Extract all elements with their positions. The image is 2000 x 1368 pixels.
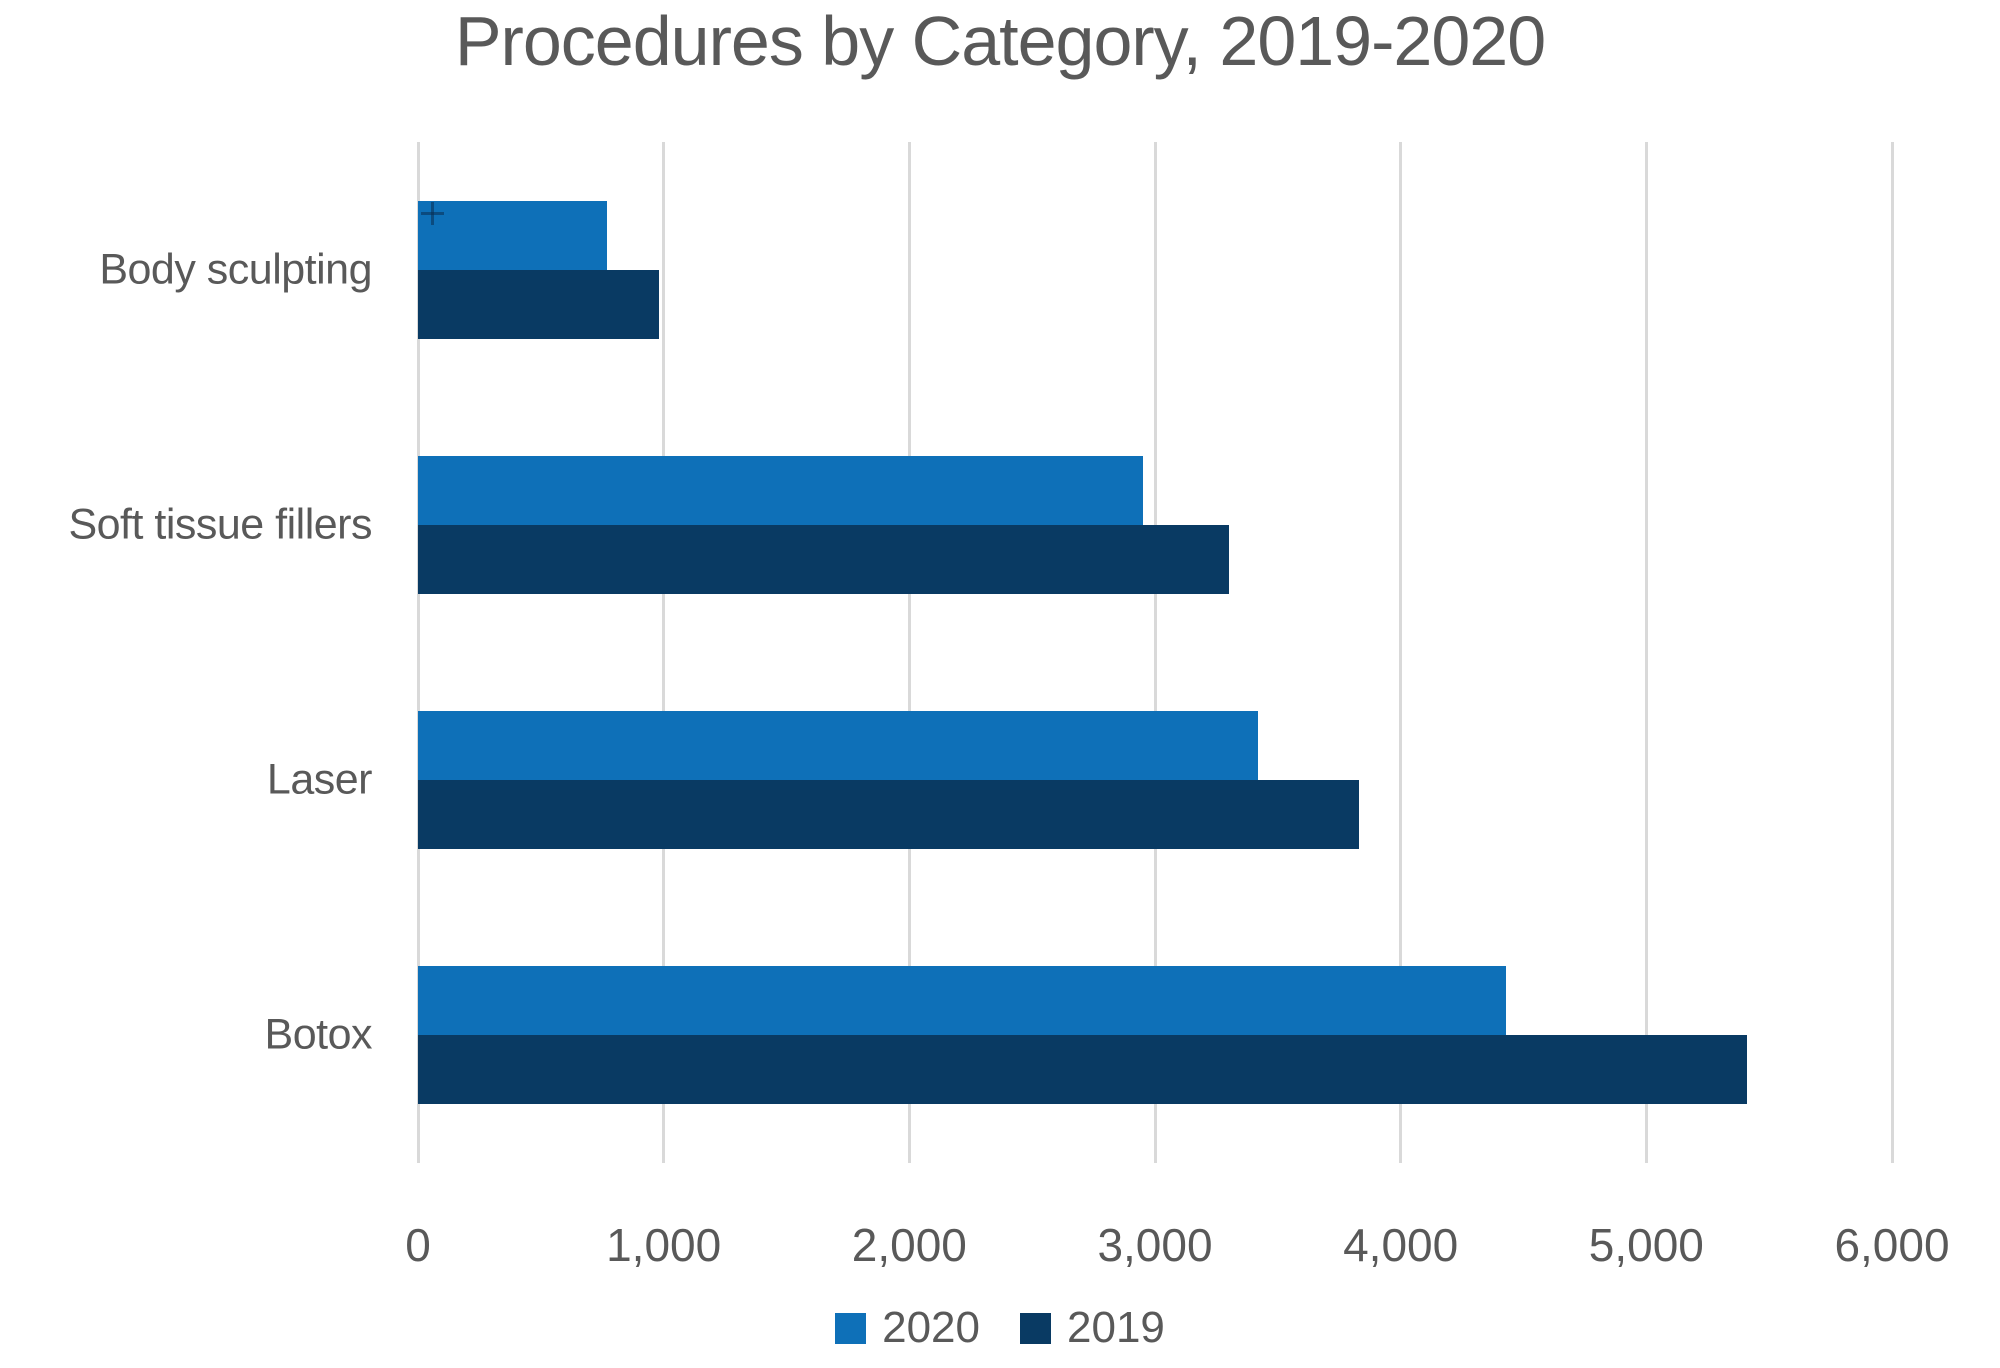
- gridline-6-000: [1890, 142, 1894, 1163]
- legend: 2020 2019: [0, 1302, 2000, 1354]
- bar-2020-soft-tissue-fillers: [418, 455, 1143, 525]
- gridline-4-000: [1399, 142, 1403, 1163]
- gridline-3-000: [1153, 142, 1157, 1163]
- legend-item-2019: 2019: [1020, 1303, 1165, 1353]
- gridline-0: [416, 142, 420, 1163]
- x-tick-label-4-000: 4,000: [1343, 1219, 1459, 1271]
- bar-2019-laser: [418, 780, 1359, 850]
- bar-2019-botox: [418, 1035, 1748, 1105]
- category-label-soft-tissue-fillers: Soft tissue fillers: [68, 500, 372, 549]
- legend-swatch-2020: [835, 1312, 867, 1344]
- chart-title: Procedures by Category, 2019-2020: [454, 2, 1546, 80]
- bar-2020-laser: [418, 711, 1259, 781]
- legend-item-2020: 2020: [835, 1303, 980, 1353]
- bar-2019-body-sculpting: [418, 269, 659, 339]
- bar-2020-botox: [418, 966, 1507, 1036]
- gridline-2-000: [907, 142, 911, 1163]
- x-tick-label-2-000: 2,000: [851, 1219, 967, 1271]
- bar-2020-body-sculpting: [418, 200, 608, 270]
- x-tick-label-5-000: 5,000: [1588, 1219, 1704, 1271]
- gridline-1-000: [662, 142, 666, 1163]
- legend-label-2019: 2019: [1067, 1303, 1165, 1352]
- x-tick-label-3-000: 3,000: [1097, 1219, 1213, 1271]
- category-label-botox: Botox: [264, 1010, 373, 1059]
- category-label-laser: Laser: [266, 755, 373, 804]
- x-tick-label-6-000: 6,000: [1834, 1219, 1950, 1271]
- bar-2019-soft-tissue-fillers: [418, 524, 1229, 594]
- plot-area: [416, 142, 1894, 1163]
- legend-swatch-2019: [1020, 1312, 1051, 1344]
- x-tick-label-0: 0: [405, 1219, 431, 1271]
- gridline-5-000: [1644, 142, 1648, 1163]
- category-label-body-sculpting: Body sculpting: [99, 245, 372, 294]
- x-tick-label-1-000: 1,000: [606, 1219, 722, 1271]
- legend-label-2020: 2020: [882, 1303, 980, 1352]
